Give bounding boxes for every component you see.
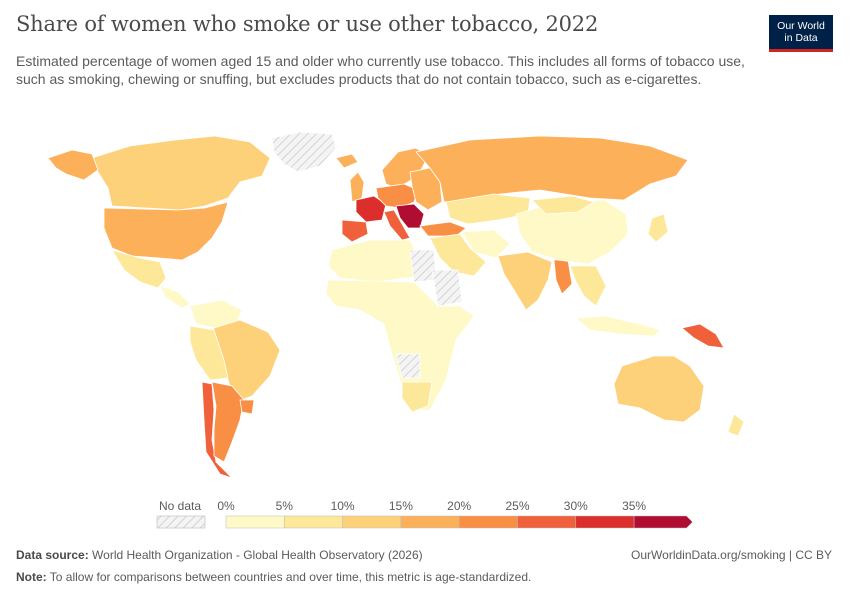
note-label: Note: <box>16 570 47 584</box>
legend-tick-label: 20% <box>447 499 471 513</box>
legend-tick-label: 10% <box>331 499 355 513</box>
map-region-balkans[interactable]: Balkans <box>395 203 425 229</box>
logo-line-1: Our World <box>777 20 825 32</box>
legend-tick-label: 5% <box>276 499 294 513</box>
map-region-sudan[interactable]: Sudan <box>431 269 463 307</box>
map-region-sub-saharan-africa[interactable]: Sub-Saharan Africa <box>325 279 475 411</box>
map-region-chile[interactable]: Chile <box>201 381 233 479</box>
color-legend: No data 0% 5% 10% 15% 20% 25% 30% 35% <box>156 499 693 529</box>
legend-tick-label: 0% <box>217 499 235 513</box>
map-region-japan[interactable]: Japan <box>647 213 669 243</box>
world-map[interactable]: CanadaAlaskaUnited States Greenland Mexico… <box>0 110 850 490</box>
map-region-italy[interactable]: Italy <box>383 209 411 241</box>
legend-bin-3[interactable] <box>400 515 460 529</box>
map-region-mexico[interactable]: Mexico <box>111 249 167 289</box>
legend-bin-5[interactable] <box>517 515 577 529</box>
legend-no-data-label: No data <box>159 499 201 513</box>
chart-note: Note: To allow for comparisons between c… <box>16 570 531 584</box>
map-region-indonesia[interactable]: Indonesia <box>575 315 661 337</box>
legend-no-data-swatch[interactable] <box>156 515 206 529</box>
map-region-mongolia[interactable]: Mongolia <box>531 195 595 215</box>
map-region-iceland[interactable]: Iceland <box>335 153 359 169</box>
legend-tick-label: 25% <box>505 499 529 513</box>
note-text: To allow for comparisons between countri… <box>49 570 532 584</box>
map-region-australia[interactable]: Australia <box>613 355 705 423</box>
legend-bin-0[interactable] <box>225 515 285 529</box>
legend-tick-label: 30% <box>564 499 588 513</box>
map-region-canada[interactable]: Canada <box>91 135 271 211</box>
legend-bin-2[interactable] <box>342 515 402 529</box>
map-region-peru-bolivia[interactable]: Peru & Bolivia <box>189 325 229 381</box>
map-region-central-america[interactable]: Central America <box>159 285 191 309</box>
data-source: Data source: World Health Organization -… <box>16 548 423 562</box>
map-region-south-africa[interactable]: South Africa <box>401 381 433 413</box>
map-region-uruguay[interactable]: Uruguay <box>239 399 255 415</box>
map-region-myanmar[interactable]: Myanmar <box>553 259 573 295</box>
owid-logo[interactable]: Our World in Data <box>769 15 833 52</box>
legend-bin-4[interactable] <box>458 515 518 529</box>
map-region-united-states[interactable]: United States <box>103 201 229 261</box>
map-region-angola[interactable]: Angola <box>395 353 421 379</box>
source-label: Data source: <box>16 548 89 562</box>
map-region-central-asia[interactable]: Central Asia <box>445 193 531 225</box>
map-region-greenland[interactable]: Greenland <box>271 131 337 173</box>
legend-tick-label: 35% <box>622 499 646 513</box>
map-region-turkey[interactable]: Turkey <box>419 221 467 237</box>
legend-bin-1[interactable] <box>284 515 343 529</box>
map-region-new-zealand[interactable]: New Zealand <box>727 413 745 437</box>
map-region-iran[interactable]: Iran <box>461 229 511 259</box>
legend-tick-label: 15% <box>389 499 413 513</box>
map-region-france[interactable]: France <box>355 195 387 223</box>
owid-url[interactable]: OurWorldinData.org/smoking | CC BY <box>631 548 832 562</box>
map-region-spain[interactable]: Spain <box>341 219 369 243</box>
map-region-middle-east[interactable]: Middle East <box>429 233 487 277</box>
chart-title: Share of women who smoke or use other to… <box>16 12 599 36</box>
map-region-india[interactable]: India <box>497 251 553 311</box>
map-region-libya[interactable]: Libya <box>409 249 437 283</box>
map-region-united-kingdom[interactable]: United Kingdom <box>349 171 365 203</box>
map-region-argentina[interactable]: Argentina <box>211 381 245 463</box>
map-region-southeast-asia[interactable]: Southeast Asia <box>569 265 607 307</box>
legend-bin-6[interactable] <box>575 515 635 529</box>
source-text[interactable]: World Health Organization - Global Healt… <box>92 548 423 562</box>
chart-subtitle: Estimated percentage of women aged 15 an… <box>16 53 745 87</box>
map-region-north-africa[interactable]: North Africa <box>327 239 421 283</box>
logo-line-2: in Data <box>784 32 818 44</box>
legend-bin-7[interactable] <box>633 515 693 529</box>
map-region-russia[interactable]: Russia <box>415 135 689 203</box>
map-region-papua-new-guinea[interactable]: Papua New Guinea <box>681 323 725 349</box>
map-region-alaska[interactable]: Alaska <box>47 149 99 181</box>
